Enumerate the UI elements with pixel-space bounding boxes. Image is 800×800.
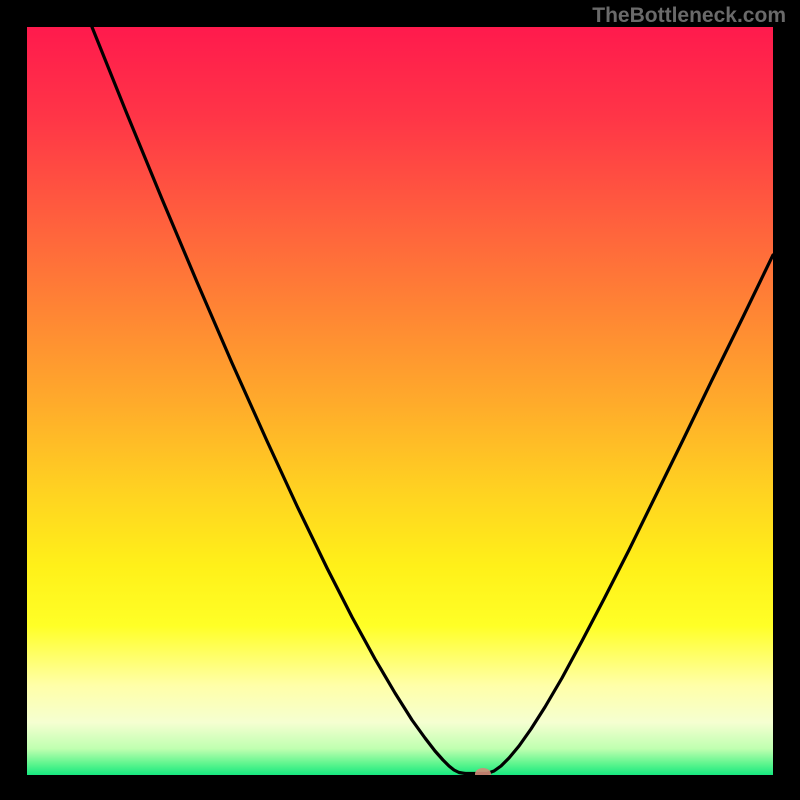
minimum-marker: [475, 768, 491, 775]
watermark-text: TheBottleneck.com: [592, 4, 786, 28]
bottleneck-curve-right: [487, 255, 773, 774]
curve-svg: [27, 27, 773, 775]
bottleneck-curve-left: [92, 27, 465, 774]
plot-area: [27, 27, 773, 775]
